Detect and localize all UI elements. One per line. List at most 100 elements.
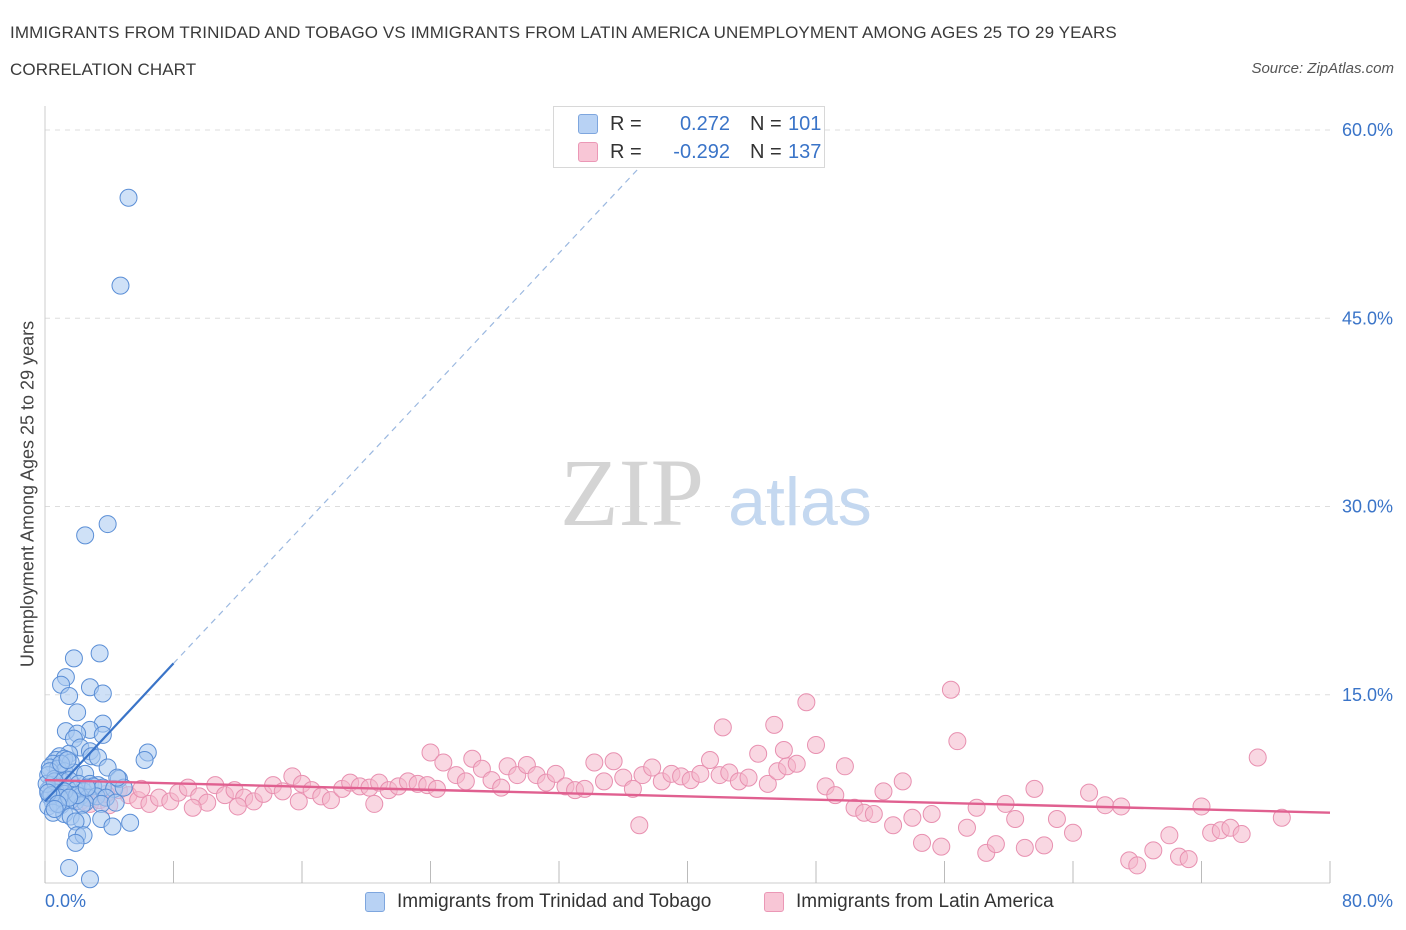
data-point-trinidad-tobago — [76, 526, 95, 545]
trend-lines — [44, 167, 1331, 814]
correlation-legend: R = 0.272 N = 101 R = -0.292 N = 137 — [553, 106, 825, 168]
data-point-latin-america — [941, 680, 960, 699]
data-point-trinidad-tobago — [135, 751, 154, 770]
data-point-trinidad-tobago — [64, 649, 83, 668]
data-point-trinidad-tobago — [60, 858, 79, 877]
x-tick-labels: 0.0% 80.0% — [45, 891, 1393, 911]
data-point-trinidad-tobago — [93, 725, 112, 744]
legend-swatch-pink — [578, 142, 598, 162]
data-point-latin-america — [365, 794, 384, 813]
series-trinidad-tobago — [37, 188, 157, 889]
data-point-latin-america — [1179, 850, 1198, 869]
data-point-latin-america — [1015, 838, 1034, 857]
data-point-trinidad-tobago — [60, 687, 79, 706]
data-point-latin-america — [948, 732, 967, 751]
data-point-latin-america — [739, 768, 758, 787]
trend-line-latin-america — [44, 778, 1331, 814]
data-point-trinidad-tobago — [121, 813, 140, 832]
y-tick-labels: 15.0% 30.0% 45.0% 60.0% — [1342, 120, 1393, 705]
data-point-latin-america — [1160, 826, 1179, 845]
data-point-latin-america — [774, 740, 793, 759]
data-point-latin-america — [183, 798, 202, 817]
bottom-legend-latin: Immigrants from Latin America — [764, 889, 1054, 915]
data-point-latin-america — [1192, 797, 1211, 816]
data-point-latin-america — [456, 772, 475, 791]
legend-r-label: R = — [610, 112, 642, 135]
data-point-latin-america — [903, 808, 922, 827]
data-point-trinidad-tobago — [80, 870, 99, 889]
data-point-latin-america — [623, 779, 642, 798]
data-point-latin-america — [546, 764, 565, 783]
legend-swatch-blue — [578, 114, 598, 134]
y-tick-label: 60.0% — [1342, 120, 1393, 140]
y-tick-label: 30.0% — [1342, 497, 1393, 517]
data-point-latin-america — [758, 774, 777, 793]
data-point-latin-america — [957, 818, 976, 837]
data-point-latin-america — [967, 798, 986, 817]
data-point-latin-america — [835, 757, 854, 776]
trend-line-trinidad — [44, 662, 175, 803]
data-point-latin-america — [1064, 823, 1082, 842]
data-point-latin-america — [1047, 809, 1066, 828]
gridlines — [45, 129, 1330, 696]
y-tick-label: 15.0% — [1342, 685, 1393, 705]
data-point-latin-america — [492, 778, 511, 797]
data-point-trinidad-tobago — [103, 817, 122, 836]
watermark-zip: ZIP — [560, 439, 704, 546]
legend-n-label: N = — [750, 112, 782, 135]
data-point-latin-america — [1128, 856, 1147, 875]
data-point-latin-america — [421, 743, 440, 762]
data-point-latin-america — [289, 792, 308, 811]
data-point-latin-america — [913, 833, 932, 852]
data-point-trinidad-tobago — [66, 833, 85, 852]
bottom-legend-swatch-blue — [365, 892, 385, 912]
legend-n-value: 101 — [788, 112, 822, 135]
data-point-trinidad-tobago — [45, 799, 64, 818]
data-point-latin-america — [585, 753, 604, 772]
data-point-latin-america — [1006, 809, 1025, 828]
data-point-latin-america — [691, 764, 710, 783]
data-point-latin-america — [1248, 748, 1267, 767]
data-point-latin-america — [1025, 779, 1044, 798]
data-point-latin-america — [321, 791, 340, 810]
legend-r-label: R = — [610, 140, 642, 163]
chart-title: IMMIGRANTS FROM TRINIDAD AND TOBAGO VS I… — [10, 23, 1117, 79]
data-point-latin-america — [874, 782, 893, 801]
data-point-latin-america — [1080, 783, 1099, 802]
data-point-trinidad-tobago — [98, 515, 117, 534]
data-point-trinidad-tobago — [119, 188, 138, 207]
data-point-latin-america — [713, 718, 732, 737]
data-point-latin-america — [1232, 825, 1251, 844]
data-point-latin-america — [434, 753, 453, 772]
data-point-latin-america — [893, 772, 912, 791]
data-point-latin-america — [594, 772, 613, 791]
source-label: Source: ZipAtlas.com — [1251, 60, 1394, 77]
data-point-latin-america — [864, 804, 883, 823]
data-point-latin-america — [604, 752, 623, 771]
data-point-latin-america — [884, 816, 903, 835]
data-point-trinidad-tobago — [106, 793, 125, 812]
data-point-latin-america — [1144, 841, 1163, 860]
data-point-trinidad-tobago — [111, 276, 130, 295]
data-point-latin-america — [643, 758, 662, 777]
data-point-latin-america — [765, 715, 784, 734]
data-point-latin-america — [797, 693, 816, 712]
bottom-legend-label-latin: Immigrants from Latin America — [796, 891, 1054, 912]
data-point-latin-america — [700, 751, 719, 770]
data-point-latin-america — [228, 797, 247, 816]
series-latin-america — [44, 680, 1291, 875]
watermark-atlas: atlas — [728, 464, 872, 540]
y-tick-label: 45.0% — [1342, 308, 1393, 328]
data-point-trinidad-tobago — [93, 684, 112, 703]
data-point-latin-america — [807, 735, 825, 754]
legend-row-latin: R = -0.292 N = 137 — [578, 139, 821, 165]
legend-r-value: -0.292 — [673, 140, 730, 163]
data-point-latin-america — [132, 779, 151, 798]
legend-row-trinidad: R = 0.272 N = 101 — [578, 111, 821, 137]
data-point-latin-america — [986, 835, 1005, 854]
data-point-latin-america — [1035, 836, 1054, 855]
data-point-trinidad-tobago — [58, 751, 77, 770]
data-point-latin-america — [922, 804, 941, 823]
data-point-trinidad-tobago — [108, 768, 127, 787]
data-point-latin-america — [1272, 808, 1291, 827]
